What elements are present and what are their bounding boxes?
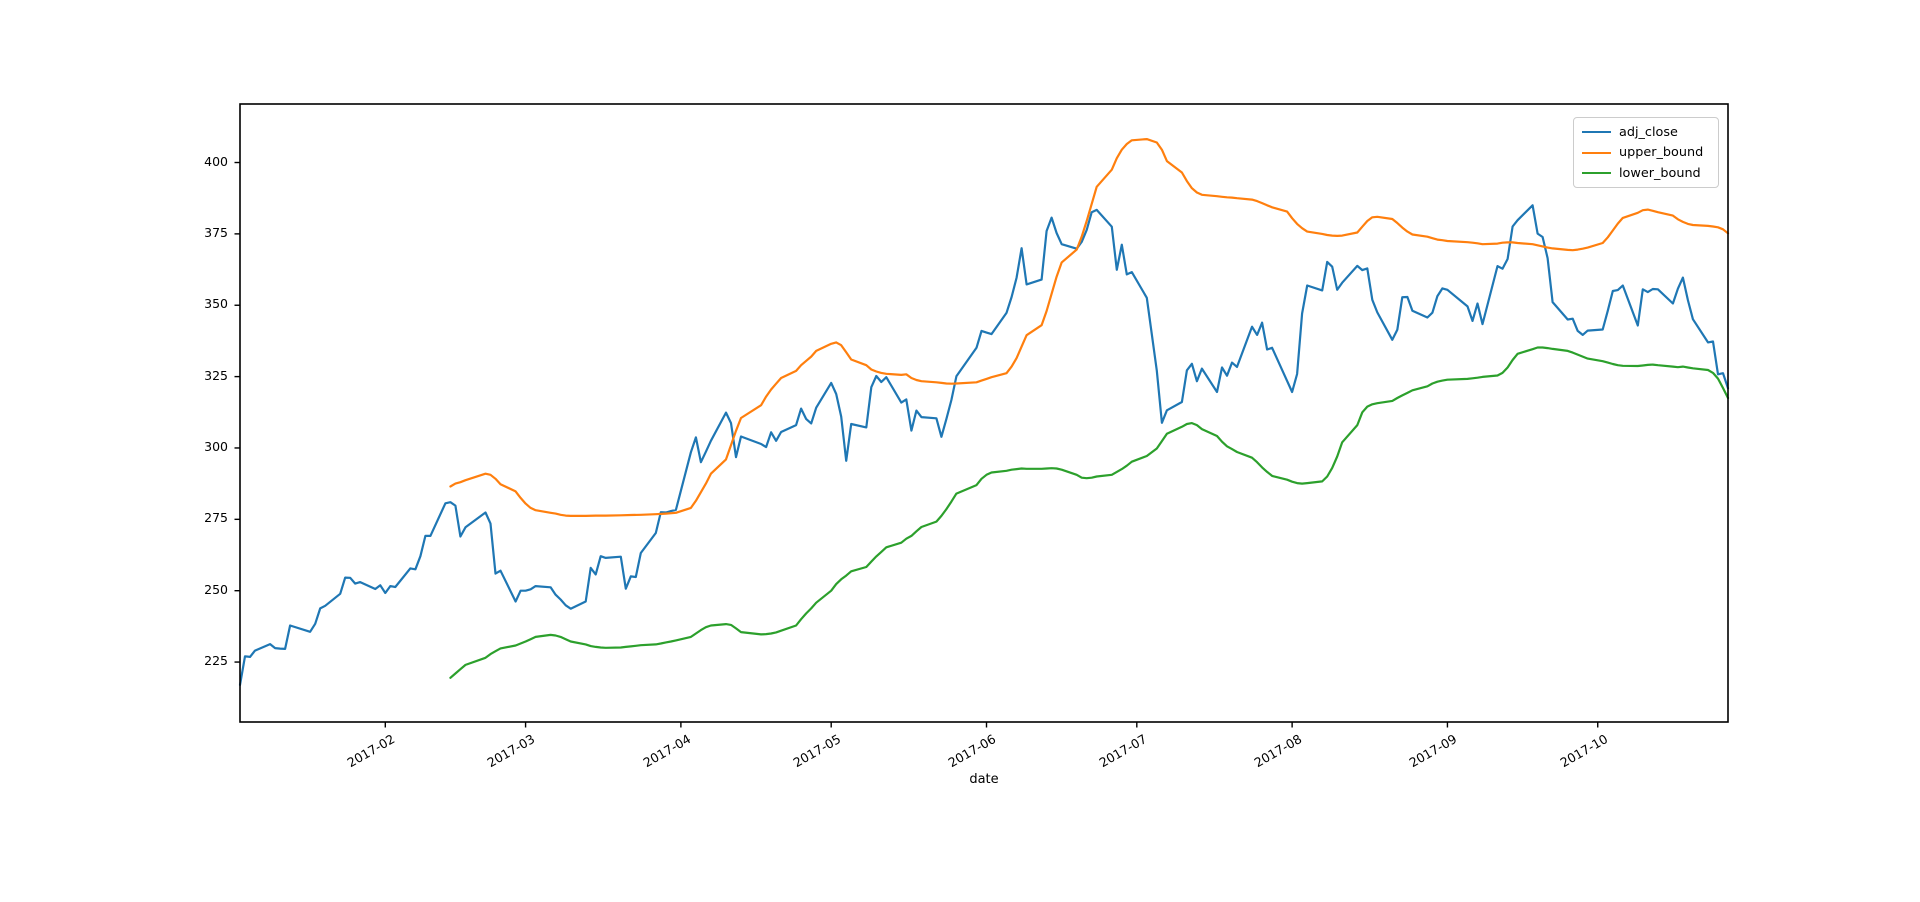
legend-line-sample-upper-bound	[1582, 151, 1611, 154]
legend-label-upper-bound: upper_bound	[1619, 145, 1704, 160]
y-tick-label-400: 400	[204, 153, 228, 169]
legend-line-sample-adj-close	[1582, 131, 1611, 133]
line-lower_bound	[449, 346, 1730, 679]
legend-line-sample-lower-bound	[1582, 172, 1611, 174]
y-tick-label-275: 275	[204, 510, 228, 526]
series-lines	[238, 138, 1730, 687]
legend-entry-adj-close[interactable]: adj_close	[1582, 124, 1709, 140]
legend-label-lower-bound: lower_bound	[1619, 165, 1701, 181]
legend-label-adj-close: adj_close	[1619, 124, 1678, 140]
y-tick-label-300: 300	[204, 438, 228, 454]
y-tick-label-350: 350	[204, 296, 228, 312]
legend[interactable]: adj_close upper_bound lower_bound	[1573, 117, 1719, 188]
y-tick-label-325: 325	[204, 367, 228, 383]
y-tick-label-250: 250	[204, 581, 228, 597]
legend-entry-upper-bound[interactable]: upper_bound	[1582, 145, 1709, 161]
plot-border	[239, 103, 1729, 723]
line-adj_close	[238, 204, 1730, 687]
y-tick-label-375: 375	[204, 224, 228, 240]
legend-entry-lower-bound[interactable]: lower_bound	[1582, 165, 1709, 181]
line-upper_bound	[449, 138, 1730, 518]
y-tick-label-225: 225	[204, 653, 228, 669]
x-axis-title: date	[969, 772, 999, 787]
axis-tick-marks	[234, 161, 1599, 728]
